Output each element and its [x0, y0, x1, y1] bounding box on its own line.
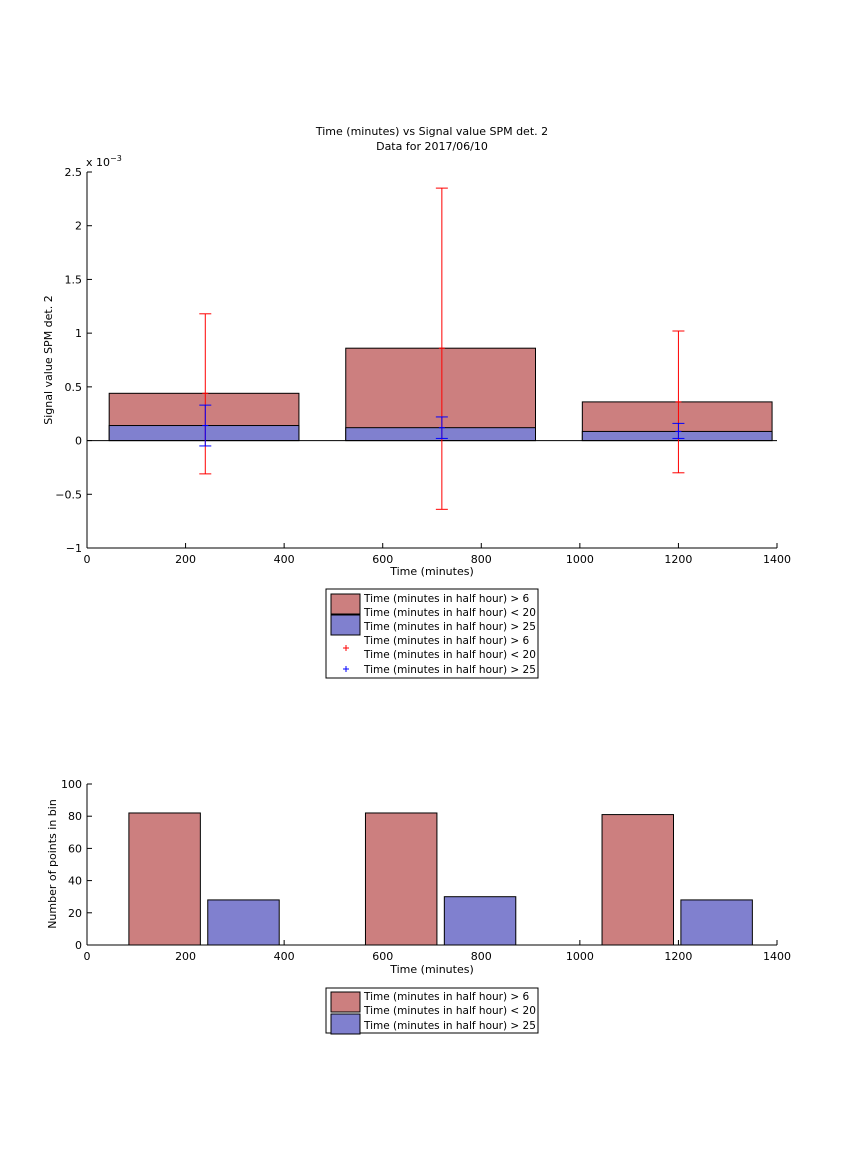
- chart1-xtick-label: 800: [471, 553, 492, 566]
- chart1-bar-series2: [108, 425, 300, 442]
- chart2-xtick-label: 1400: [763, 950, 791, 963]
- chart2-bar-series2: [680, 899, 753, 946]
- chart1-title: Time (minutes) vs Signal value SPM det. …: [315, 125, 548, 138]
- chart2-bar-series1: [364, 812, 438, 946]
- chart2-ytick-label: 80: [68, 810, 82, 823]
- chart1-ylabel: Signal value SPM det. 2: [42, 295, 55, 425]
- chart1-xtick-label: 600: [372, 553, 393, 566]
- chart1-legend-marker-red: [343, 645, 349, 651]
- chart1-exponent: x 10−3: [86, 154, 122, 169]
- chart1-bar-series1: [345, 347, 536, 442]
- chart1-legend-err1-line1: Time (minutes in half hour) > 6: [363, 635, 530, 647]
- chart2-bar-series2: [207, 899, 280, 946]
- chart1-legend-box: [325, 588, 539, 679]
- chart1-errorbars: [199, 187, 685, 510]
- chart1-legend: Time (minutes in half hour) > 6 Time (mi…: [325, 588, 539, 679]
- chart1-xlabel: Time (minutes): [389, 565, 474, 578]
- chart2-legend-bar1-line1: Time (minutes in half hour) > 6: [363, 991, 530, 1003]
- chart2-legend-box: [325, 987, 539, 1034]
- chart1-legend-bar1-line1: Time (minutes in half hour) > 6: [363, 593, 530, 605]
- chart2-legend-swatch-bar2: [330, 1013, 361, 1035]
- chart2-legend-swatch-bar1: [330, 991, 361, 1013]
- chart1-legend-swatch-bar2: [330, 614, 361, 636]
- chart2-legend-bar1-line2: Time (minutes in half hour) < 20: [363, 1005, 536, 1017]
- chart2-legend-bar2: Time (minutes in half hour) > 25: [363, 1020, 536, 1032]
- chart2-ytick-label: 60: [68, 842, 82, 855]
- chart1-legend-bar1-line2: Time (minutes in half hour) < 20: [363, 607, 536, 619]
- chart1-ytick-label: 2: [75, 220, 82, 233]
- chart2-xtick-label: 1200: [664, 950, 692, 963]
- chart1-bars: [108, 347, 773, 442]
- chart2-xtick-label: 400: [274, 950, 295, 963]
- chart1-subtitle: Data for 2017/06/10: [376, 140, 488, 153]
- chart2-bars: [128, 812, 753, 946]
- chart1-ytick-label: 1.5: [65, 273, 83, 286]
- chart1-legend-err2: Time (minutes in half hour) > 25: [363, 664, 536, 676]
- chart1-bar-series2: [581, 430, 773, 442]
- chart1-xtick-label: 200: [175, 553, 196, 566]
- chart2-bar-series2: [443, 896, 517, 946]
- chart1-xtick-label: 1400: [763, 553, 791, 566]
- chart1-legend-swatch-bar1: [330, 593, 361, 615]
- chart2-ytick-label: 20: [68, 907, 82, 920]
- chart1-xtick-label: 400: [274, 553, 295, 566]
- chart2-bar-series1: [128, 812, 201, 946]
- chart1-legend-err1-line2: Time (minutes in half hour) < 20: [363, 649, 536, 661]
- chart1-ytick-label: 2.5: [65, 166, 83, 179]
- chart2-bar-series1: [601, 814, 674, 946]
- chart2-legend: Time (minutes in half hour) > 6 Time (mi…: [325, 987, 539, 1035]
- chart1-xtick-label: 1200: [664, 553, 692, 566]
- chart1-xtick-label: 1000: [566, 553, 594, 566]
- chart1-ytick-label: 0: [75, 435, 82, 448]
- chart2-xtick-label: 200: [175, 950, 196, 963]
- chart1-legend-bar2: Time (minutes in half hour) > 25: [363, 621, 536, 633]
- chart2-xtick-label: 600: [372, 950, 393, 963]
- chart1-ytick-label: 1: [75, 327, 82, 340]
- chart1-ytick-label: −1: [66, 542, 82, 555]
- chart2-ylabel: Number of points in bin: [46, 799, 59, 929]
- chart2-ytick-label: 40: [68, 875, 82, 888]
- chart2-xtick-label: 800: [471, 950, 492, 963]
- chart1-ytick-label: −0.5: [55, 488, 82, 501]
- chart1-legend-marker-blue: [343, 666, 349, 672]
- chart1-ytick-label: 0.5: [65, 381, 83, 394]
- chart1-axes: 0 200 400 600 800 1000 1200 1400 −1 −0.5 0 0.5 1 1.5 2…: [55, 166, 791, 566]
- chart2-ytick-label: 0: [75, 939, 82, 952]
- chart2-xtick-label: 0: [84, 950, 91, 963]
- chart2-xlabel: Time (minutes): [389, 963, 474, 976]
- chart2-xtick-label: 1000: [566, 950, 594, 963]
- chart2-ytick-label: 100: [61, 778, 82, 791]
- chart1-xtick-label: 0: [84, 553, 91, 566]
